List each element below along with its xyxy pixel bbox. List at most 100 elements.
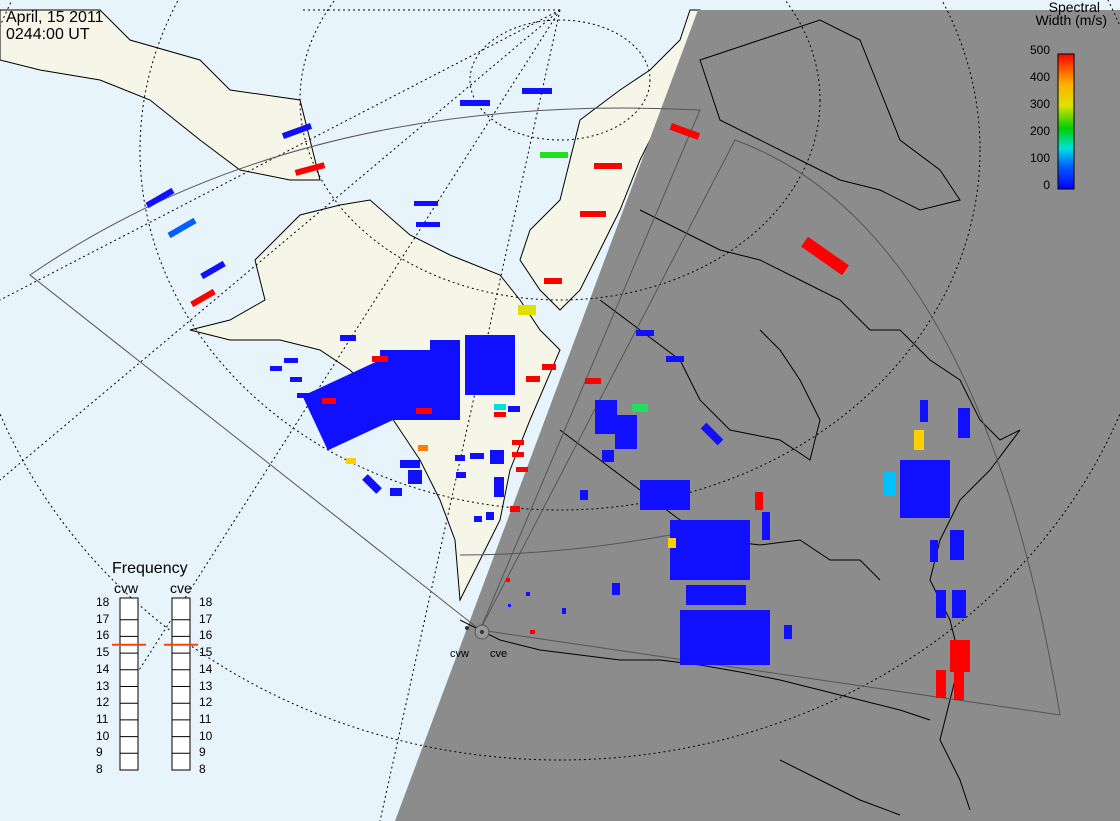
echo-cell [418,445,428,451]
cve-site-label: cve [490,648,507,660]
echo-cell [636,330,654,336]
land-layer [0,9,701,602]
echo-cell [900,460,950,518]
echo-cell [615,415,637,449]
time-label: 0244:00 UT [6,26,90,43]
echo-cell [506,578,510,582]
echo-cell [612,583,620,595]
echo-cell [270,366,282,371]
echo-cell [602,450,614,462]
night-region [395,10,1120,821]
echo-cell [954,672,964,700]
echo-cell [408,470,422,484]
alaska-land [189,199,561,602]
echo-cell [346,458,356,464]
echo-cell [522,88,552,94]
echo-cell [632,404,648,412]
echo-cell [460,100,490,106]
cve-frequency-tick: 10 [199,728,213,743]
colorbar-tick-label: 0 [1043,178,1050,192]
echo-cell [390,488,402,496]
echo-cell [512,440,524,445]
frequency-title: Frequency [112,560,188,577]
colorbar-tick-label: 100 [1029,151,1050,165]
echo-cell [762,512,770,540]
colorbar-tick-label: 500 [1029,43,1050,57]
echo-cell [470,453,484,459]
echo-cell [200,260,226,280]
echo-cell [914,430,924,450]
echo-cell [580,211,606,217]
cvw-frequency-tick: 11 [96,711,109,726]
cvw-frequency-tick: 8 [96,762,103,776]
echo-cell [930,540,938,562]
colorbar-gradient [1057,53,1075,190]
echo-cell [526,592,530,596]
cve-site-dot [480,630,484,634]
echo-cell [585,378,601,384]
radar-sites: cvw cve [450,624,507,660]
cvw-frequency-tick: 10 [96,728,110,743]
echo-cell [518,305,536,315]
cve-label: cve [170,580,192,596]
echo-cell [455,455,465,461]
siberia-land [0,9,321,181]
echo-cell [416,408,432,414]
cvw-frequency-tick: 16 [96,628,110,643]
cve-frequency-tick: 11 [199,711,212,726]
echo-cell [190,288,216,308]
echo-cell [284,358,298,363]
echo-cell [400,460,420,468]
cvw-site-dot [465,626,469,630]
colorbar-title-line1: Spectral [1048,0,1100,15]
echo-cell [670,520,750,580]
echo-cell [494,404,506,410]
echo-cell [640,480,690,510]
colorbar-tick-label: 400 [1029,70,1050,84]
cve-frequency-tick: 8 [199,762,206,776]
echo-cell [542,364,556,370]
echo-cell [950,640,970,672]
cve-frequency-tick: 13 [199,678,213,693]
colorbar-tick-label: 200 [1029,124,1050,138]
cve-frequency-tick: 9 [199,745,206,760]
echo-cell [680,610,770,665]
echo-cell [494,477,504,497]
echo-cell [512,452,524,457]
cvw-frequency-tick: 18 [96,595,110,609]
echo-cell [958,408,970,438]
echo-cell [950,530,964,560]
cve-frequency-tick: 14 [199,661,213,676]
echo-cell [936,670,946,698]
echo-cell [936,590,946,618]
echo-cell [281,123,313,139]
echo-cell [668,538,676,548]
cvw-frequency-tick: 12 [96,695,110,710]
echo-cell [508,406,520,412]
echo-cell [580,490,588,500]
echo-cell [145,187,175,209]
echo-cell [494,412,506,417]
cve-frequency-tick: 15 [199,645,213,660]
cve-frequency-bar [171,597,191,771]
echo-cell [884,472,896,496]
echo-cell [920,400,928,422]
cvw-frequency-tick: 15 [96,645,110,660]
echo-cell [530,630,535,634]
colorbar-tick-label: 300 [1029,97,1050,111]
echo-cell [700,422,724,446]
echo-cell [952,590,966,618]
echo-cell [595,400,617,434]
echo-cell [510,506,520,512]
echo-cell [562,608,566,614]
frequency-bars [112,597,198,771]
echo-cell [516,467,528,472]
echo-cell [801,236,849,276]
echo-cell [666,356,684,362]
echo-cell [465,335,515,395]
echo-cells [145,88,970,700]
echo-cell [784,625,792,639]
cve-frequency-tick: 17 [199,611,213,626]
